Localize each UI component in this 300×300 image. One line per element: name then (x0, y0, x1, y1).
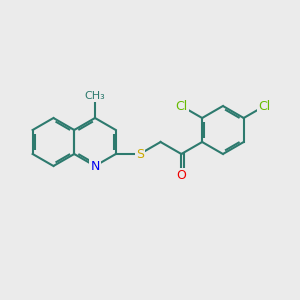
Text: CH₃: CH₃ (85, 91, 105, 100)
Text: S: S (136, 148, 144, 160)
Text: Cl: Cl (258, 100, 271, 112)
Text: O: O (176, 169, 186, 182)
Text: N: N (90, 160, 100, 172)
Text: Cl: Cl (175, 100, 188, 112)
